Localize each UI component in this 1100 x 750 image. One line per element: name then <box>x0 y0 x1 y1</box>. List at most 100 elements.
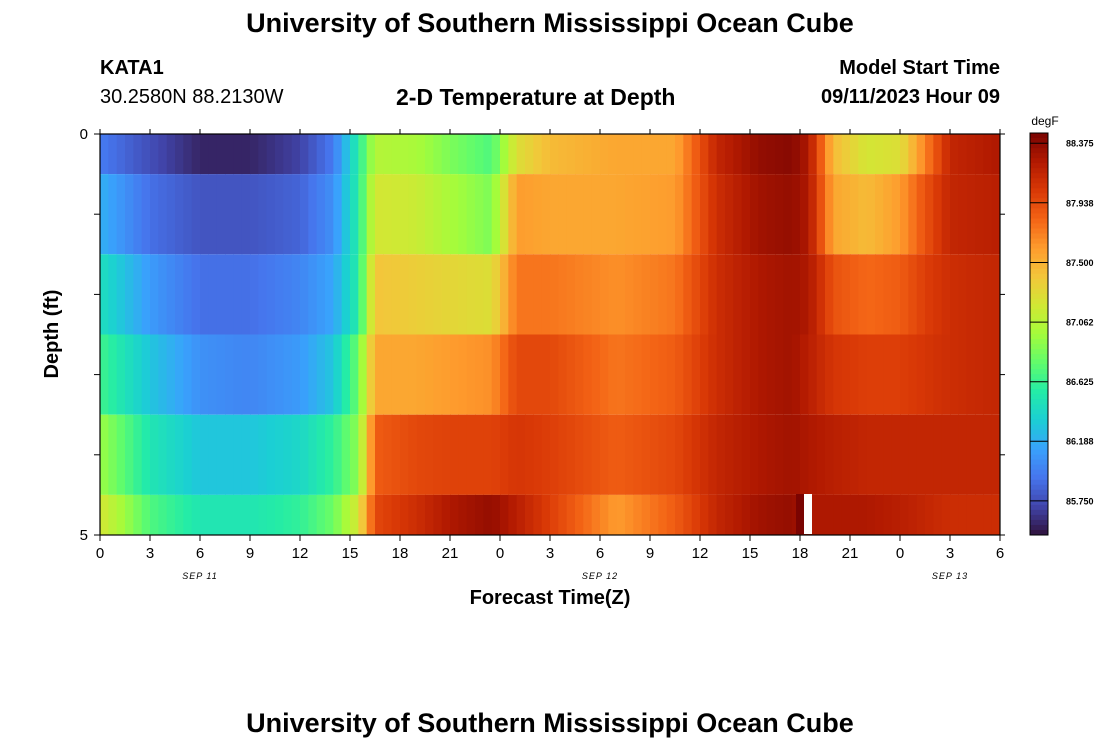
heatmap-cell <box>458 414 468 495</box>
heatmap-cell <box>983 414 993 495</box>
colorbar-segment <box>1030 449 1048 456</box>
heatmap-cell <box>466 334 476 415</box>
heatmap-cell <box>233 494 243 535</box>
heatmap-cell <box>575 494 584 535</box>
colorbar-segment <box>1030 464 1048 471</box>
heatmap-cell <box>533 494 543 535</box>
heatmap-cell <box>608 134 618 175</box>
heatmap-cell <box>750 174 759 255</box>
heatmap-cell <box>600 254 609 335</box>
heatmap-cell <box>425 334 434 415</box>
heatmap-cell <box>500 254 509 335</box>
heatmap-cell <box>300 334 309 415</box>
heatmap-cell <box>300 174 309 255</box>
heatmap-cell <box>625 174 634 255</box>
heatmap-cell <box>733 134 743 175</box>
heatmap-cell <box>133 414 143 495</box>
heatmap-cell <box>308 174 318 255</box>
heatmap-cell <box>966 414 976 495</box>
heatmap-cell <box>400 174 409 255</box>
heatmap-cell <box>833 174 843 255</box>
heatmap-cell <box>141 174 151 255</box>
heatmap-cell <box>175 134 184 175</box>
heatmap-cell <box>666 494 676 535</box>
heatmap-cell <box>616 174 626 255</box>
heatmap-cell <box>641 254 651 335</box>
heatmap-cell <box>950 494 959 535</box>
heatmap-cell <box>508 134 518 175</box>
heatmap-cell <box>841 254 851 335</box>
heatmap-cell <box>383 494 393 535</box>
heatmap-cell <box>241 494 251 535</box>
heatmap-cell <box>783 334 793 415</box>
heatmap-cell <box>191 174 201 255</box>
heatmap-cell <box>566 494 576 535</box>
heatmap-cell <box>291 254 301 335</box>
heatmap-cell <box>641 174 651 255</box>
heatmap-cell <box>875 254 884 335</box>
colorbar-tick-label: 86.625 <box>1066 377 1094 387</box>
heatmap-cell <box>833 494 843 535</box>
heatmap-cell <box>758 494 768 535</box>
heatmap-cell <box>866 174 876 255</box>
heatmap-cell <box>816 134 826 175</box>
heatmap-cell <box>516 174 526 255</box>
colorbar-segment <box>1030 213 1048 219</box>
heatmap-cell <box>983 494 993 535</box>
heatmap-cell <box>358 494 368 535</box>
heatmap-cell <box>183 494 193 535</box>
heatmap-cell <box>616 254 626 335</box>
heatmap-cell <box>508 334 518 415</box>
colorbar-segment <box>1030 233 1048 240</box>
heatmap-cell <box>483 174 493 255</box>
heatmap-cell <box>325 134 334 175</box>
heatmap-cell <box>275 414 284 495</box>
heatmap-cell <box>250 494 259 535</box>
heatmap-cell <box>416 414 426 495</box>
heatmap-cell <box>750 254 759 335</box>
model-start-value: 09/11/2023 Hour 09 <box>820 86 1000 108</box>
heatmap-cell <box>458 254 468 335</box>
x-tick-label: 12 <box>292 545 309 562</box>
date-label: SEP 12 <box>582 571 618 581</box>
heatmap-cell <box>908 414 918 495</box>
heatmap-cell <box>975 134 984 175</box>
heatmap-cell <box>716 174 726 255</box>
heatmap-cell <box>241 334 251 415</box>
heatmap-cell <box>275 134 284 175</box>
x-tick-label: 0 <box>96 545 104 562</box>
colorbar-segment <box>1030 454 1048 461</box>
heatmap-cell <box>708 134 718 175</box>
heatmap-cell <box>533 254 543 335</box>
heatmap-cell <box>675 134 684 175</box>
heatmap-cell <box>700 414 709 495</box>
y-tick-label: 5 <box>80 527 88 544</box>
heatmap-cell <box>400 494 409 535</box>
heatmap-cell <box>933 494 943 535</box>
heatmap-cell <box>941 174 951 255</box>
colorbar-segment <box>1030 278 1048 285</box>
heatmap-cell <box>916 414 926 495</box>
heatmap-cell <box>141 414 151 495</box>
heatmap-cell <box>158 414 168 495</box>
heatmap-cell <box>308 334 318 415</box>
heatmap-cell <box>416 134 426 175</box>
heatmap-cell <box>491 494 501 535</box>
heatmap-cell <box>691 334 701 415</box>
heatmap-cell <box>491 134 501 175</box>
heatmap-cell <box>691 174 701 255</box>
heatmap-cell <box>783 254 793 335</box>
heatmap-cell <box>750 134 759 175</box>
heatmap-cell <box>800 134 809 175</box>
heatmap-cell <box>883 414 893 495</box>
heatmap-cell <box>933 134 943 175</box>
colorbar-segment <box>1030 484 1048 491</box>
x-axis-label: Forecast Time(Z) <box>470 587 631 609</box>
heatmap-cell <box>441 334 451 415</box>
heatmap-cell <box>441 134 451 175</box>
heatmap-cell <box>941 494 951 535</box>
heatmap-cell <box>475 134 484 175</box>
heatmap-cell <box>783 134 793 175</box>
colorbar-segment <box>1030 364 1048 370</box>
marker-dark <box>796 494 804 534</box>
